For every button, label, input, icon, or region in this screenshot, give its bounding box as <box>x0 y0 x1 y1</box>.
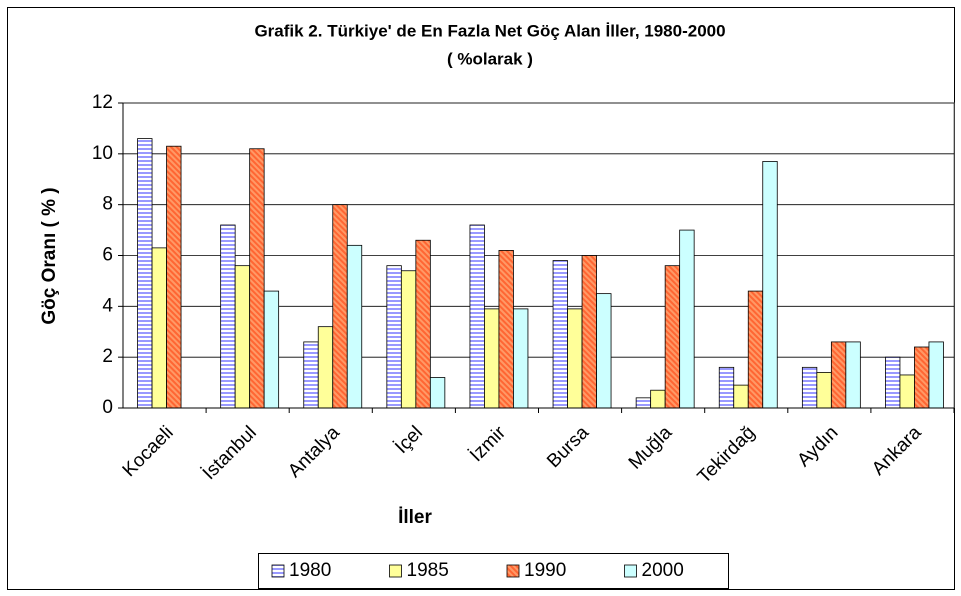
x-axis-label: İller <box>398 507 432 528</box>
chart-title: Grafik 2. Türkiye' de En Fazla Net Göç A… <box>254 21 725 40</box>
bar <box>733 384 749 409</box>
bar <box>830 341 847 409</box>
bar <box>899 374 915 409</box>
y-tick-label: 10 <box>92 143 113 164</box>
bar <box>484 308 500 409</box>
y-tick-label: 4 <box>102 295 113 316</box>
bar <box>166 145 182 409</box>
bar <box>263 290 280 409</box>
bar <box>596 293 612 409</box>
bar <box>581 255 597 409</box>
bar <box>303 341 319 409</box>
bar <box>567 308 583 409</box>
bar <box>845 341 861 409</box>
legend-swatch <box>506 564 520 578</box>
legend-box <box>258 553 729 589</box>
legend-label: 1980 <box>289 560 331 581</box>
bar <box>747 290 764 409</box>
bar <box>234 265 251 409</box>
y-axis-label: Göç Oranı ( % ) <box>39 187 60 324</box>
legend-label: 2000 <box>642 560 684 581</box>
legend-swatch <box>624 564 637 578</box>
bar <box>816 372 832 409</box>
legend-swatch <box>389 564 402 578</box>
bar <box>386 265 402 409</box>
bar <box>469 224 485 409</box>
legend-swatch <box>271 564 285 578</box>
bar <box>650 389 666 409</box>
bar <box>317 326 334 409</box>
bar <box>718 366 735 409</box>
chart-subtitle: ( %olarak ) <box>447 49 533 68</box>
bar <box>679 229 695 409</box>
y-tick-label: 8 <box>102 194 113 215</box>
bar <box>220 224 236 409</box>
legend-label: 1985 <box>407 560 449 581</box>
y-tick-label: 2 <box>102 346 113 367</box>
bar <box>552 260 568 409</box>
bar <box>762 161 778 409</box>
bar <box>885 356 901 409</box>
bar <box>415 239 431 409</box>
bar <box>151 247 167 409</box>
bar <box>249 148 265 409</box>
bar <box>801 366 818 409</box>
bar <box>914 346 930 409</box>
bar <box>400 270 417 409</box>
bar <box>928 341 944 409</box>
bar <box>346 244 363 409</box>
y-tick-label: 0 <box>102 397 113 418</box>
bar <box>498 250 514 409</box>
y-tick-label: 6 <box>102 245 113 266</box>
y-tick-label: 12 <box>92 92 113 113</box>
bar <box>429 377 446 409</box>
bar <box>513 308 529 409</box>
bar <box>137 138 153 409</box>
legend-label: 1990 <box>524 560 566 581</box>
bar <box>664 265 681 409</box>
bar <box>332 204 348 409</box>
bar <box>635 397 652 409</box>
